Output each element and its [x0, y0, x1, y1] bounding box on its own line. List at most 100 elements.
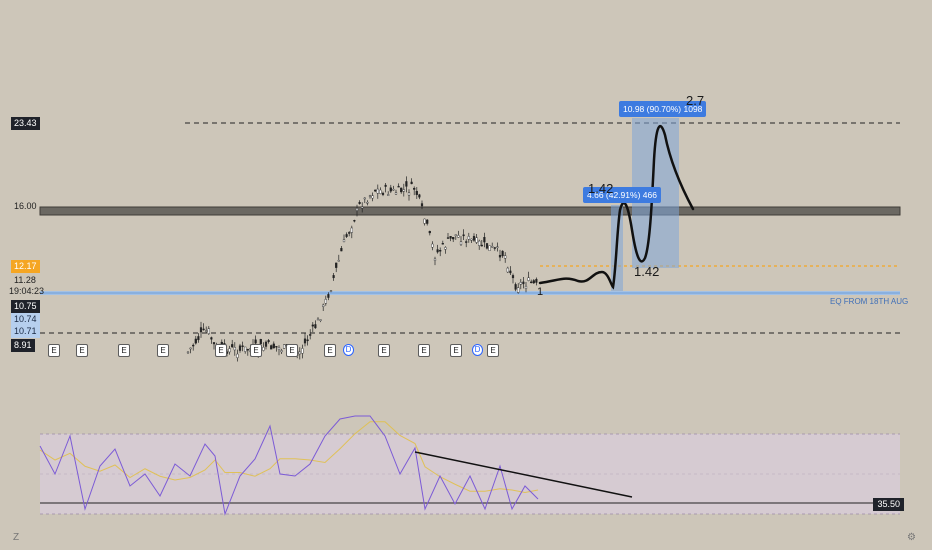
- candle: [457, 235, 460, 238]
- dividend-marker[interactable]: D: [343, 344, 354, 356]
- earnings-marker[interactable]: E: [48, 344, 60, 357]
- candle: [355, 208, 359, 211]
- candle: [436, 249, 439, 253]
- candle: [238, 345, 242, 351]
- earnings-marker[interactable]: E: [378, 344, 390, 357]
- candle: [511, 275, 515, 279]
- candle: [202, 328, 205, 331]
- candle: [504, 255, 507, 259]
- candle: [332, 275, 335, 279]
- candle: [205, 330, 208, 332]
- candle: [327, 294, 330, 298]
- candle: [431, 243, 434, 248]
- rsi-value-label: 35.50: [873, 498, 904, 511]
- candle: [270, 345, 273, 350]
- dividend-marker[interactable]: D: [472, 344, 483, 356]
- candle: [465, 241, 468, 243]
- earnings-marker[interactable]: E: [324, 344, 336, 357]
- candle: [426, 219, 429, 224]
- candle: [228, 348, 231, 353]
- candlestick-series: [186, 176, 538, 362]
- candle: [491, 246, 494, 248]
- candle: [400, 187, 403, 193]
- candle: [519, 282, 522, 285]
- candle: [272, 343, 275, 349]
- candle: [459, 241, 463, 245]
- candle: [254, 339, 257, 344]
- earnings-marker[interactable]: E: [76, 344, 88, 357]
- earnings-marker[interactable]: E: [118, 344, 130, 357]
- candle: [454, 234, 457, 236]
- wave-label-27: 2.7: [686, 93, 705, 108]
- candle: [361, 206, 364, 209]
- candle: [340, 248, 343, 252]
- candle: [197, 336, 200, 341]
- candle: [311, 324, 314, 327]
- candle: [210, 337, 213, 340]
- countdown-label: 19:04:23: [9, 286, 45, 296]
- candle: [337, 260, 340, 262]
- candle: [522, 281, 525, 285]
- earnings-marker[interactable]: E: [215, 344, 227, 357]
- candle: [264, 341, 268, 347]
- candle: [350, 227, 353, 233]
- candle: [498, 254, 502, 258]
- price-label-12-17: 12.17: [11, 260, 40, 273]
- candle: [381, 192, 385, 195]
- resistance-zone-16: [39, 206, 901, 216]
- candle: [371, 195, 374, 199]
- candle: [246, 349, 249, 351]
- projection-path: [538, 124, 695, 290]
- candle: [524, 285, 528, 289]
- candle: [387, 194, 390, 196]
- candle: [301, 348, 304, 354]
- earnings-marker[interactable]: E: [286, 344, 298, 357]
- candle: [514, 284, 517, 290]
- candle: [501, 250, 504, 257]
- earnings-marker[interactable]: E: [450, 344, 462, 357]
- candle: [418, 194, 421, 198]
- candle: [527, 277, 530, 281]
- price-label-10-75: 10.75: [11, 300, 40, 313]
- candle: [314, 324, 317, 329]
- candle: [402, 189, 405, 192]
- candle: [509, 270, 512, 274]
- earnings-marker[interactable]: E: [157, 344, 169, 357]
- settings-icon[interactable]: ⚙: [907, 532, 916, 543]
- earnings-marker[interactable]: E: [418, 344, 430, 357]
- candle: [231, 344, 234, 348]
- candle: [444, 247, 447, 250]
- measure-label-2[interactable]: 10.98 (90.70%) 1098: [619, 101, 707, 117]
- candle: [485, 243, 489, 249]
- rsi-ma-line: [39, 421, 539, 494]
- price-label-16-00: 16.00: [14, 201, 37, 211]
- earnings-marker[interactable]: E: [250, 344, 262, 357]
- candle: [379, 189, 382, 194]
- measure-label-1[interactable]: 4.66 (42.91%) 466: [583, 187, 661, 203]
- price-label-10-74: 10.74: [11, 313, 40, 326]
- price-label-23-43: 23.43: [11, 117, 40, 130]
- candle: [319, 319, 322, 321]
- candle: [397, 185, 400, 188]
- earnings-marker[interactable]: E: [487, 344, 499, 357]
- candle: [233, 347, 236, 351]
- candle: [329, 290, 333, 292]
- candle: [488, 245, 491, 251]
- logo-icon[interactable]: Z: [13, 532, 20, 543]
- candle: [316, 318, 320, 321]
- price-label-10-71: 10.71: [11, 325, 40, 338]
- candle: [275, 346, 278, 348]
- candle: [493, 247, 496, 249]
- candle: [506, 267, 509, 273]
- candle: [423, 218, 426, 224]
- candle: [374, 189, 377, 192]
- candle: [280, 350, 283, 353]
- wave-label-1: 1: [537, 286, 544, 298]
- candle: [410, 181, 413, 185]
- candle: [358, 202, 361, 204]
- wave-label-142-top: 1.42: [588, 181, 614, 196]
- candle: [496, 246, 499, 248]
- wave-label-142-bottom: 1.42: [634, 264, 660, 279]
- price-label-8-91: 8.91: [11, 339, 35, 352]
